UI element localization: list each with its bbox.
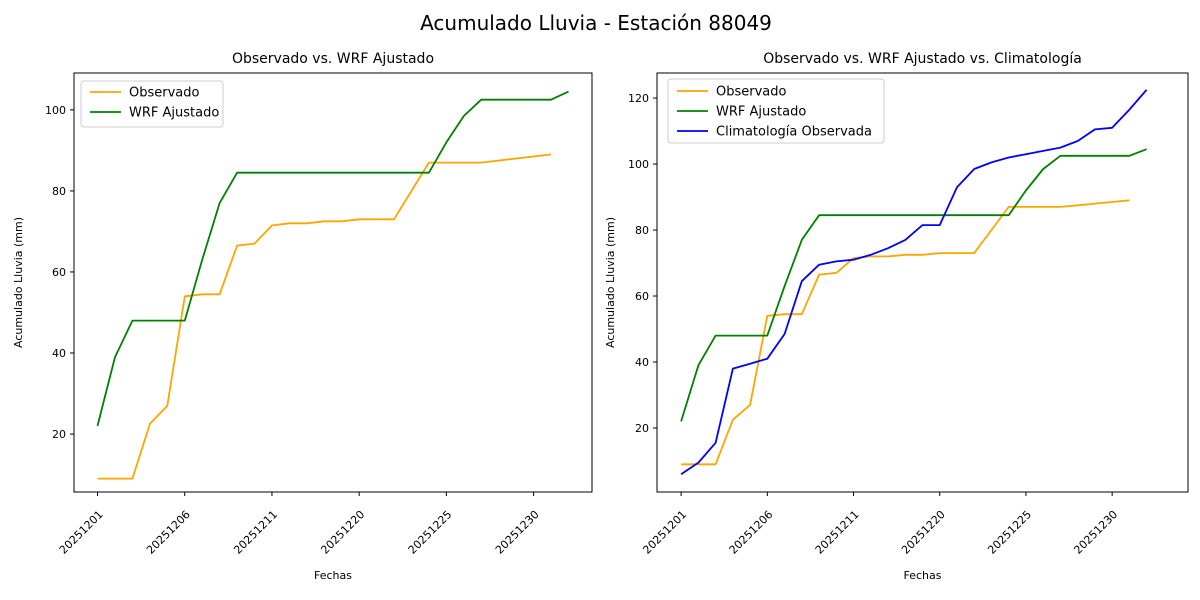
x-axis-label: Fechas — [314, 569, 352, 582]
x-axis-label: Fechas — [904, 569, 942, 582]
y-tick-label: 100 — [628, 158, 649, 171]
legend-entry: WRF Ajustado — [129, 106, 219, 121]
y-axis-label: Acumulado Lluvia (mm) — [604, 217, 617, 348]
x-tick-label: 20251201 — [57, 508, 106, 557]
legend-entry: Observado — [716, 85, 787, 100]
series-line-observado — [97, 153, 552, 480]
x-tick-label: 20251225 — [985, 508, 1034, 557]
subplot-title: Observado vs. WRF Ajustado vs. Climatolo… — [763, 51, 1082, 67]
y-tick-label: 20 — [52, 428, 66, 441]
series-line-wrf-ajustado — [680, 148, 1147, 422]
subplot-right: Observado vs. WRF Ajustado vs. Climatolo… — [604, 51, 1189, 582]
axes-border — [656, 72, 1189, 493]
x-tick-label: 20251211 — [813, 508, 862, 557]
subplot-title: Observado vs. WRF Ajustado — [232, 51, 434, 67]
y-tick-label: 120 — [628, 92, 649, 105]
y-tick-label: 60 — [52, 266, 66, 279]
x-tick-label: 20251230 — [493, 508, 542, 557]
subplot-left: Observado vs. WRF Ajustado 20 40 60 80 100 202… — [12, 51, 593, 582]
series-line-observado — [681, 199, 1130, 466]
y-tick-label: 60 — [635, 290, 649, 303]
y-tick-label: 80 — [635, 224, 649, 237]
legend-entry: Observado — [129, 86, 200, 101]
x-tick-label: 20251206 — [727, 508, 776, 557]
figure-suptitle: Acumulado Lluvia - Estación 88049 — [420, 11, 772, 35]
axes-border — [73, 72, 593, 493]
x-tick-label: 20251220 — [899, 508, 948, 557]
x-tick-label: 20251220 — [318, 508, 367, 557]
legend-entry: WRF Ajustado — [716, 105, 806, 120]
legend-box — [667, 78, 885, 144]
x-tick-label: 20251201 — [640, 508, 689, 557]
y-axis-label: Acumulado Lluvia (mm) — [12, 217, 25, 348]
series-line-climatolog-a-observada — [680, 89, 1148, 475]
x-tick-label: 20251211 — [231, 508, 280, 557]
x-tick-label: 20251206 — [144, 508, 193, 557]
y-tick-label: 20 — [635, 422, 649, 435]
series-line-wrf-ajustado — [96, 90, 569, 427]
y-tick-label: 100 — [45, 104, 66, 117]
legend-entry: Climatología Observada — [716, 125, 872, 140]
y-tick-label: 40 — [52, 347, 66, 360]
y-tick-label: 80 — [52, 185, 66, 198]
y-tick-label: 40 — [635, 356, 649, 369]
x-tick-label: 20251225 — [406, 508, 455, 557]
x-tick-label: 20251230 — [1071, 508, 1120, 557]
